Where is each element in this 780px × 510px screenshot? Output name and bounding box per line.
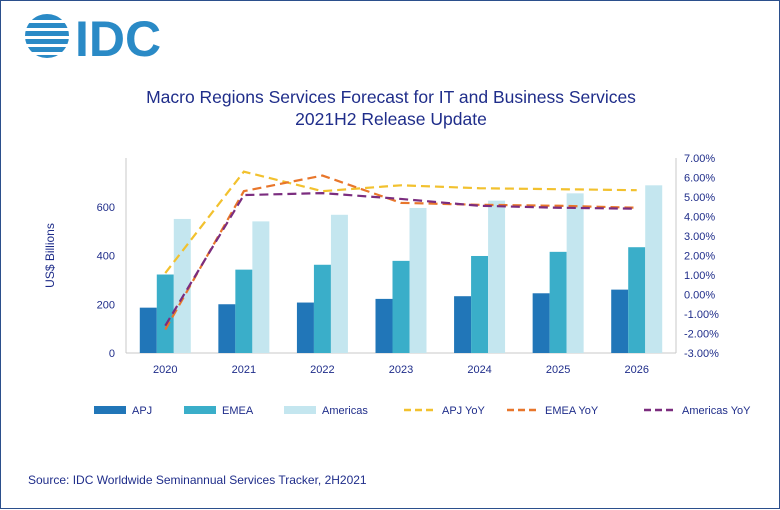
y2-tick-label: 5.00% — [684, 192, 715, 204]
legend-swatch-americas — [284, 406, 316, 414]
y-tick-label: 400 — [97, 251, 115, 263]
y2-tick-label: -1.00% — [684, 309, 719, 321]
line-apj-yoy — [164, 170, 637, 274]
y2-tick-label: 3.00% — [684, 231, 715, 243]
legend-label-emea: EMEA — [222, 405, 254, 417]
bar-americas — [566, 193, 584, 353]
bar-americas — [409, 207, 427, 353]
chart-subtitle: 2021H2 Release Update — [295, 109, 487, 129]
bar-emea — [313, 264, 331, 353]
bar-emea — [392, 260, 410, 353]
legend-label-americas-yoy: Americas YoY — [682, 405, 751, 417]
globe-icon — [25, 14, 69, 58]
x-tick-label: 2026 — [624, 364, 648, 376]
y2-tick-label: 1.00% — [684, 270, 715, 282]
logo-text: IDC — [75, 11, 161, 61]
x-tick-label: 2021 — [232, 364, 256, 376]
y2-tick-label: -2.00% — [684, 329, 719, 341]
y2-tick-label: 7.00% — [684, 153, 715, 165]
bar-americas — [252, 221, 270, 353]
bar-emea — [235, 269, 253, 353]
bar-apj — [454, 296, 472, 353]
chart-title: Macro Regions Services Forecast for IT a… — [146, 87, 636, 107]
bar-emea — [628, 247, 646, 353]
bar-emea — [156, 274, 174, 353]
legend-swatch-emea — [184, 406, 216, 414]
legend-label-apj: APJ — [132, 405, 152, 417]
y-tick-label: 200 — [97, 299, 115, 311]
y2-tick-label: 0.00% — [684, 290, 715, 302]
bar-emea — [471, 255, 489, 353]
y2-tick-label: 4.00% — [684, 212, 715, 224]
bar-americas — [330, 214, 348, 353]
bar-apj — [218, 304, 236, 353]
x-tick-label: 2025 — [546, 364, 570, 376]
x-tick-label: 2024 — [467, 364, 491, 376]
legend-swatch-apj — [94, 406, 126, 414]
y-tick-label: 600 — [97, 202, 115, 214]
x-tick-label: 2022 — [310, 364, 334, 376]
legend-label-emea-yoy: EMEA YoY — [545, 405, 599, 417]
legend-label-apj-yoy: APJ YoY — [442, 405, 485, 417]
bar-americas — [173, 218, 191, 353]
source-note: Source: IDC Worldwide Seminannual Servic… — [28, 473, 367, 487]
bar-emea — [549, 251, 567, 353]
bar-apj — [375, 298, 393, 353]
bar-americas — [645, 185, 663, 353]
y2-tick-label: 6.00% — [684, 173, 715, 185]
y-axis-label: US$ Billions — [43, 223, 57, 288]
y-tick-label: 0 — [109, 348, 115, 360]
y2-tick-label: 2.00% — [684, 251, 715, 263]
bar-apj — [139, 307, 157, 353]
x-tick-label: 2023 — [389, 364, 413, 376]
y2-tick-label: -3.00% — [684, 348, 719, 360]
bar-apj — [296, 302, 314, 353]
x-tick-label: 2020 — [153, 364, 177, 376]
idc-logo: IDC — [25, 11, 161, 61]
line-americas-yoy — [164, 191, 637, 327]
bar-apj — [532, 293, 550, 353]
bar-americas — [488, 200, 506, 353]
line-emea-yoy — [164, 174, 637, 331]
legend-label-americas: Americas — [322, 405, 368, 417]
bar-apj — [611, 289, 629, 353]
